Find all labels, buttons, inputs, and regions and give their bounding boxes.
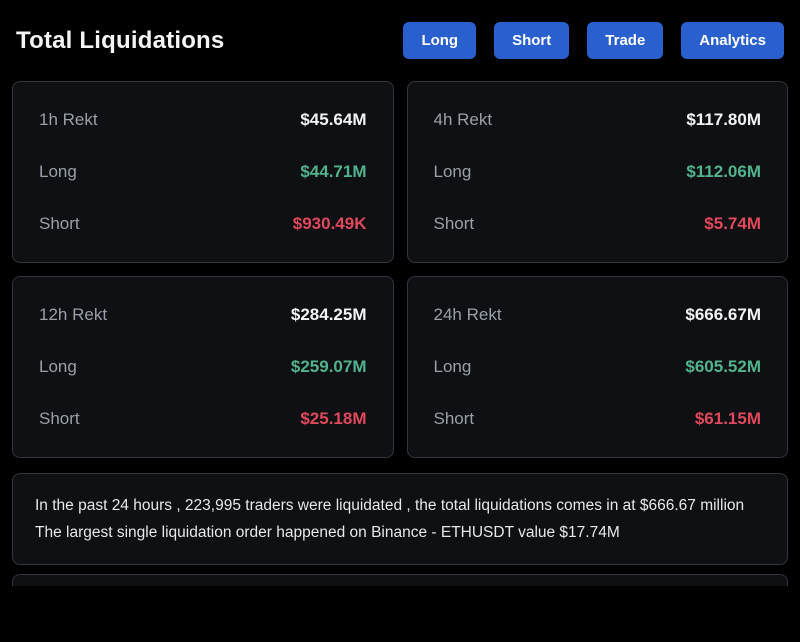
- rekt-card-4h: 4h Rekt $117.80M Long $112.06M Short $5.…: [406, 81, 788, 263]
- rekt-card-12h: 12h Rekt $284.25M Long $259.07M Short $2…: [12, 276, 394, 458]
- card-title: 4h Rekt: [433, 110, 493, 129]
- total-value: $117.80M: [686, 110, 761, 129]
- total-row: 24h Rekt $666.67M: [434, 305, 762, 325]
- summary-line-2: The largest single liquidation order hap…: [35, 524, 620, 542]
- long-value: $112.06M: [686, 162, 761, 181]
- long-value: $44.71M: [300, 162, 367, 181]
- short-label: Short: [433, 409, 475, 428]
- short-button[interactable]: Short: [494, 22, 570, 59]
- total-row: 1h Rekt $45.64M: [39, 110, 367, 130]
- short-value: $5.74M: [704, 214, 761, 233]
- page-header: Total Liquidations Long Short Trade Anal…: [12, 14, 788, 65]
- short-value: $25.18M: [300, 409, 367, 428]
- summary-line-1: In the past 24 hours , 223,995 traders w…: [35, 497, 745, 514]
- short-value: $61.15M: [694, 409, 761, 428]
- rekt-cards-grid: 1h Rekt $45.64M Long $44.71M Short $930.…: [12, 81, 788, 458]
- card-title: 12h Rekt: [39, 305, 108, 324]
- short-label: Short: [39, 214, 80, 233]
- card-title: 24h Rekt: [433, 305, 502, 324]
- total-value: $45.64M: [300, 110, 367, 129]
- rekt-card-24h: 24h Rekt $666.67M Long $605.52M Short $6…: [406, 276, 788, 458]
- short-label: Short: [39, 409, 80, 428]
- long-row: Long $112.06M: [434, 162, 762, 182]
- total-value: $284.25M: [290, 305, 367, 324]
- page-title: Total Liquidations: [16, 26, 225, 54]
- long-button[interactable]: Long: [403, 22, 477, 59]
- long-value: $605.52M: [685, 357, 761, 376]
- long-value: $259.07M: [290, 357, 367, 376]
- total-row: 4h Rekt $117.80M: [434, 110, 762, 130]
- analytics-button[interactable]: Analytics: [681, 22, 784, 59]
- long-label: Long: [433, 162, 472, 181]
- total-value: $666.67M: [685, 305, 761, 324]
- long-row: Long $259.07M: [39, 357, 367, 377]
- trade-button[interactable]: Trade: [587, 22, 664, 59]
- short-value: $930.49K: [292, 214, 367, 233]
- short-row: Short $61.15M: [434, 409, 762, 429]
- next-section-edge: [12, 574, 788, 587]
- rekt-card-1h: 1h Rekt $45.64M Long $44.71M Short $930.…: [12, 81, 394, 263]
- long-label: Long: [39, 357, 77, 376]
- card-title: 1h Rekt: [39, 110, 98, 129]
- short-row: Short $930.49K: [39, 214, 367, 234]
- long-row: Long $44.71M: [39, 162, 367, 182]
- short-row: Short $25.18M: [39, 409, 367, 429]
- short-row: Short $5.74M: [434, 214, 762, 234]
- header-button-group: Long Short Trade Analytics: [403, 22, 784, 59]
- liquidation-summary-card: In the past 24 hours , 223,995 traders w…: [12, 473, 788, 566]
- long-label: Long: [433, 357, 472, 376]
- long-row: Long $605.52M: [434, 357, 762, 377]
- total-row: 12h Rekt $284.25M: [39, 305, 367, 325]
- long-label: Long: [39, 162, 77, 181]
- short-label: Short: [433, 214, 475, 233]
